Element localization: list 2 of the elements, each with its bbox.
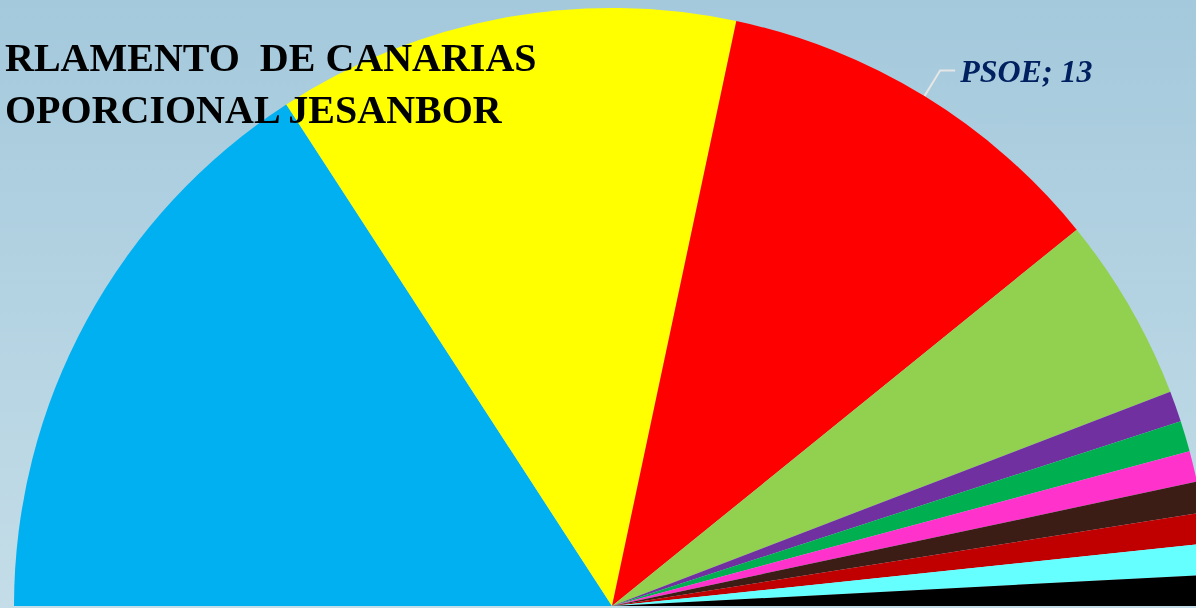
slice-label: PSOE; 13 [959, 52, 1093, 89]
text: OPORCIONAL JESANBOR [5, 86, 503, 132]
